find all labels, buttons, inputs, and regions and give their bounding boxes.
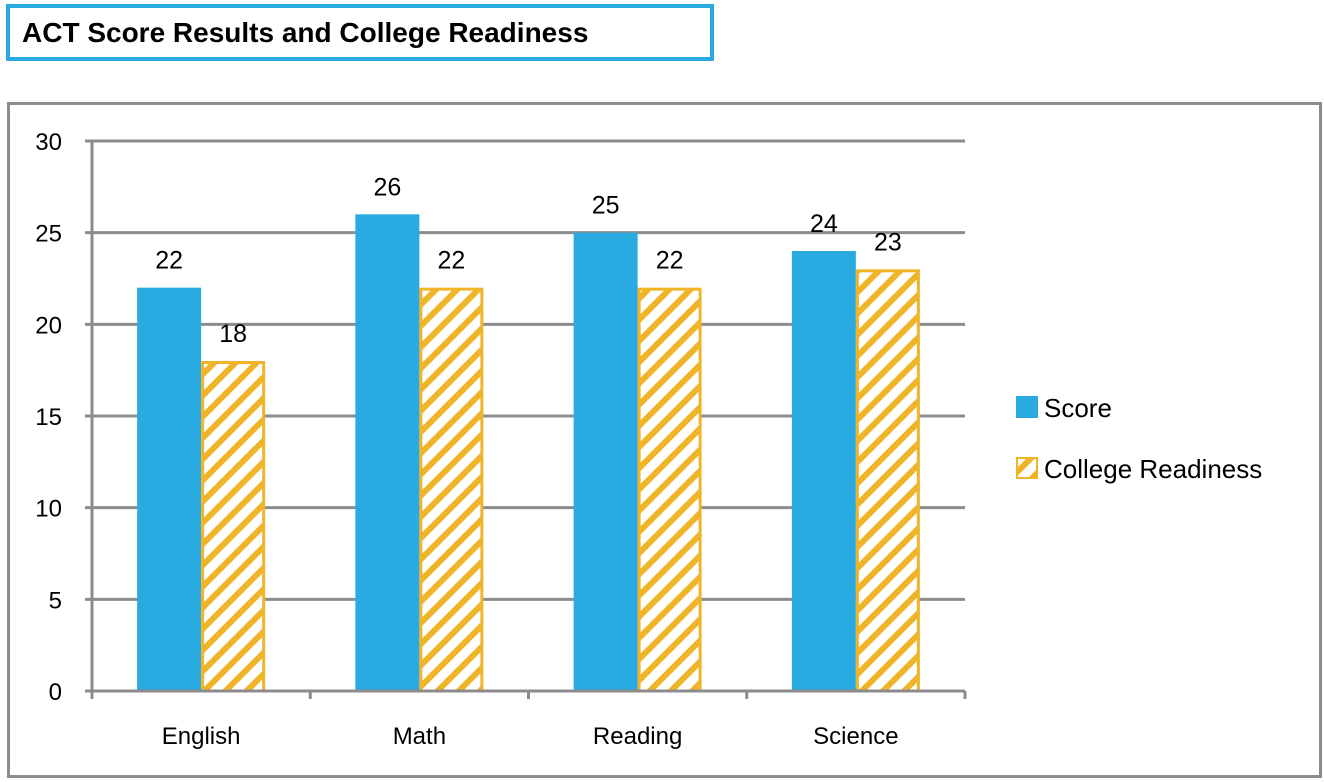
data-label: 23 xyxy=(874,228,902,256)
bar-score-english xyxy=(137,287,202,691)
y-tick-label: 25 xyxy=(35,221,62,248)
bar-score-math xyxy=(355,214,420,692)
y-tick-label: 30 xyxy=(35,129,62,156)
data-label: 22 xyxy=(656,247,684,275)
bar-score-science xyxy=(791,251,856,691)
legend-swatch-college-readiness xyxy=(1016,457,1038,479)
legend-label: College Readiness xyxy=(1044,454,1262,484)
data-label: 22 xyxy=(155,247,183,275)
legend-swatch-score xyxy=(1016,396,1038,418)
x-tick-label: English xyxy=(162,723,241,750)
data-label: 22 xyxy=(437,247,465,275)
bar-college-readiness-science xyxy=(855,269,920,693)
data-label: 26 xyxy=(373,173,401,201)
bar-college-readiness-english xyxy=(201,361,266,693)
y-tick-label: 0 xyxy=(49,679,62,706)
x-tick-label: Science xyxy=(813,723,898,750)
data-label: 25 xyxy=(592,192,620,220)
data-label: 24 xyxy=(810,210,838,238)
bar-college-readiness-math xyxy=(419,287,484,693)
bar-college-readiness-reading xyxy=(637,287,702,693)
x-tick-label: Reading xyxy=(593,723,682,750)
data-label: 18 xyxy=(219,320,247,348)
y-tick-label: 15 xyxy=(35,404,62,431)
y-tick-label: 5 xyxy=(49,587,62,614)
y-tick-label: 10 xyxy=(35,496,62,523)
chart-title: ACT Score Results and College Readiness xyxy=(22,17,589,48)
legend-label: Score xyxy=(1044,393,1112,423)
y-tick-label: 20 xyxy=(35,312,62,339)
x-tick-label: Math xyxy=(393,723,446,750)
bar-score-reading xyxy=(573,232,638,691)
chart-title-box: ACT Score Results and College Readiness xyxy=(6,4,714,61)
